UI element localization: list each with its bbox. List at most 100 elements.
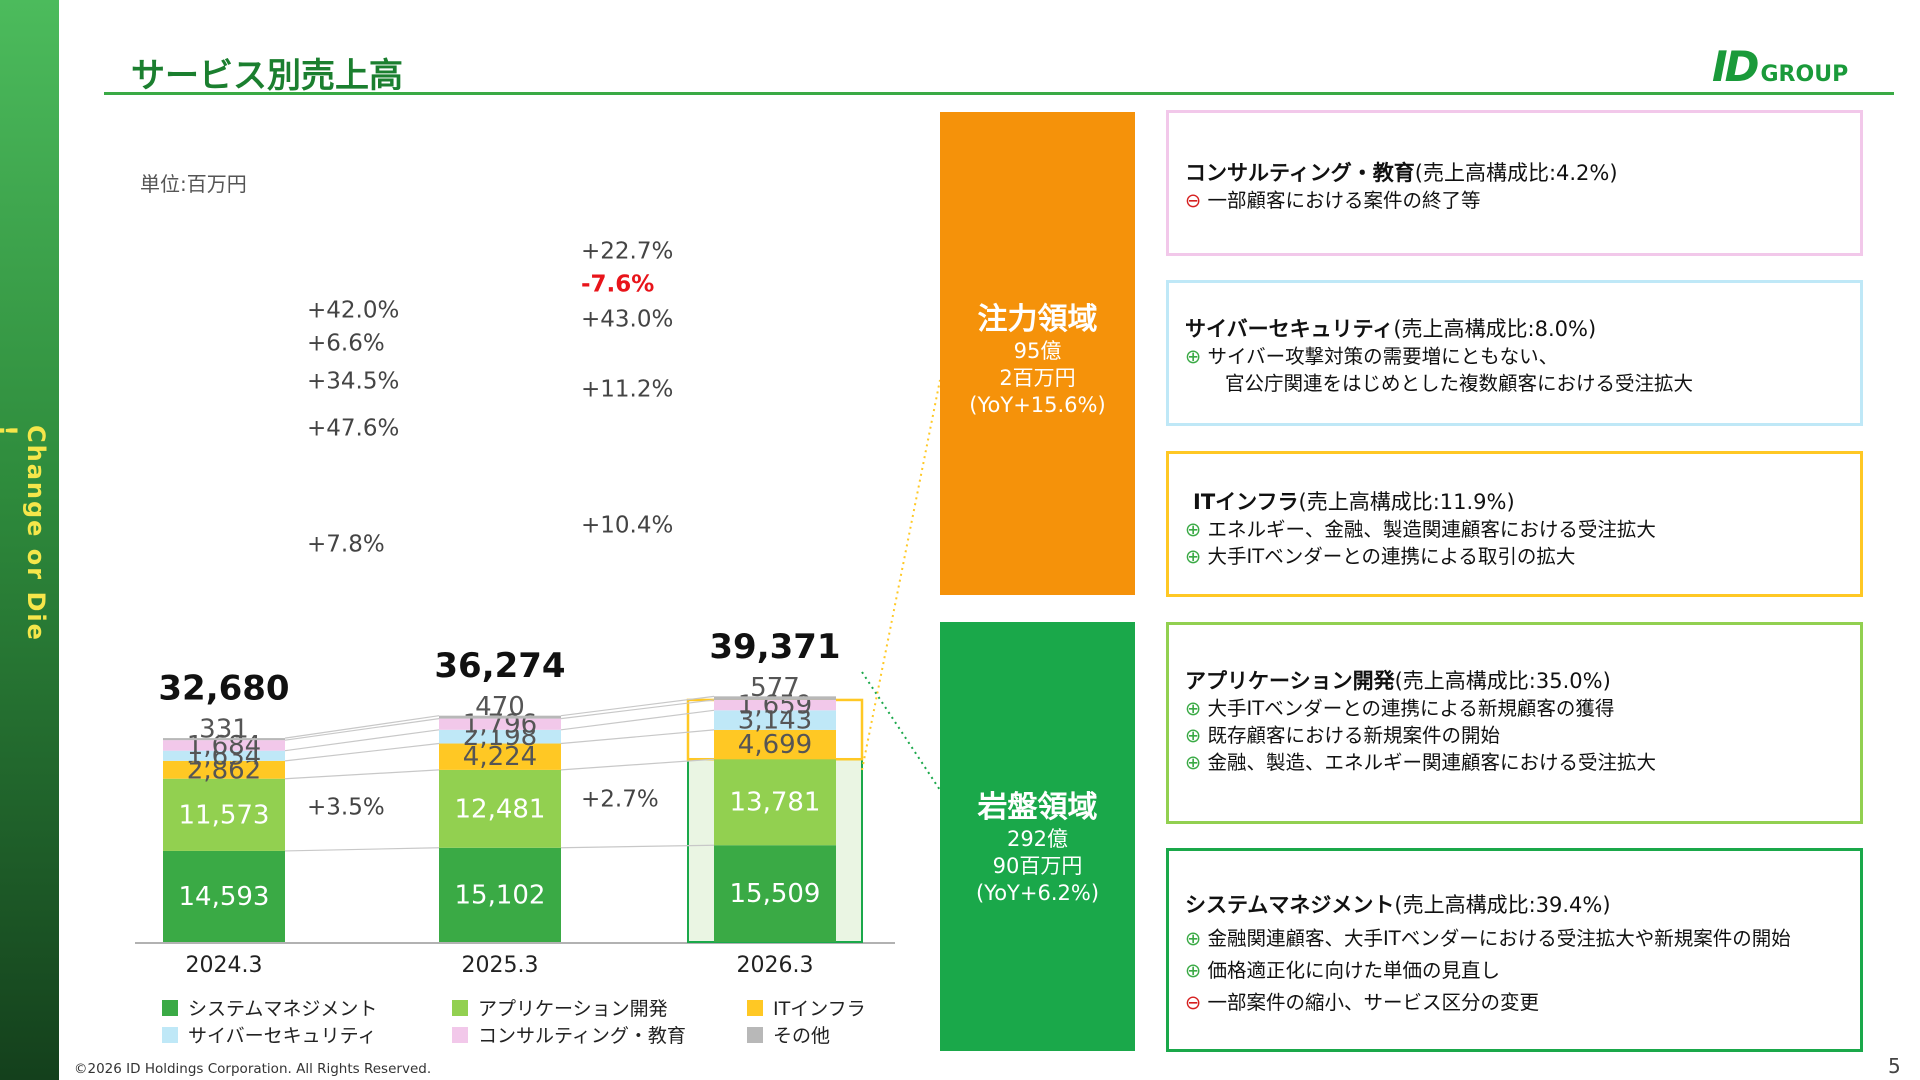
bar-total-label: 39,371: [709, 627, 840, 667]
detail-consulting: コンサルティング・教育(売上高構成比:4.2%) ⊖ 一部顧客における案件の終了…: [1166, 110, 1863, 256]
legend-item: サイバーセキュリティ: [162, 1021, 376, 1048]
bar-value-label: 12,481: [455, 794, 546, 824]
focus-area-amount-2: 2百万円: [999, 366, 1076, 390]
legend-item: コンサルティング・教育: [452, 1021, 686, 1048]
logo-mark: ID: [1712, 42, 1759, 91]
segment-name: システムマネジメント: [1185, 893, 1395, 917]
bar-segment: [714, 699, 836, 711]
bedrock-leader-line: [861, 671, 941, 791]
connector-line: [560, 844, 715, 849]
segment-share: (売上高構成比:11.9%): [1298, 490, 1515, 514]
detail-heading: コンサルティング・教育(売上高構成比:4.2%): [1185, 157, 1860, 187]
yoy-growth-label: +43.0%: [581, 307, 673, 333]
bar-value-label: 577: [750, 673, 800, 703]
slogan: Change or Die !: [0, 425, 50, 642]
bar-segment: [714, 729, 836, 760]
bar-value-label: 14,593: [179, 882, 270, 912]
legend-swatch: [162, 999, 178, 1016]
segment-name: コンサルティング・教育: [1185, 161, 1415, 185]
bar-segment: [439, 847, 561, 942]
plus-icon: ⊕: [1185, 545, 1202, 568]
connector-line: [284, 742, 440, 762]
legend-label: アプリケーション開発: [478, 998, 668, 1020]
bar-segment: [714, 845, 836, 942]
yoy-growth-label: +2.7%: [581, 787, 659, 813]
legend-item: アプリケーション開発: [452, 994, 668, 1021]
focus-area-amount-1: 95億: [1013, 339, 1062, 363]
bar-value-label: 1,684: [187, 731, 261, 761]
bar-value-label: 15,509: [730, 879, 821, 909]
detail-bullet: ⊖ 一部案件の縮小、サービス区分の変更: [1185, 987, 1860, 1019]
legend-item: その他: [747, 1021, 830, 1048]
bullet-text: 大手ITベンダーとの連携による取引の拡大: [1207, 545, 1576, 568]
connector-line: [284, 729, 440, 752]
detail-bullet: ⊕ サイバー攻撃対策の需要増にともない、: [1185, 343, 1860, 370]
connector-line: [284, 769, 440, 780]
x-tick-label: 2026.3: [737, 953, 814, 978]
detail-bullet: ⊕ エネルギー、金融、製造関連顧客における受注拡大: [1185, 516, 1860, 543]
legend-swatch: [747, 1026, 763, 1043]
chart-legend: システムマネジメント アプリケーション開発 ITインフラサイバーセキュリティ コンサル…: [162, 994, 882, 1054]
yoy-growth-label: +34.5%: [307, 369, 399, 395]
plus-icon: ⊕: [1185, 927, 1202, 950]
minus-icon: ⊖: [1185, 189, 1202, 212]
connector-line: [284, 847, 440, 852]
sidebar: Change or Die !: [0, 0, 59, 1080]
bullet-text: 一部案件の縮小、サービス区分の変更: [1207, 991, 1540, 1014]
detail-bullet: ⊕ 価格適正化に向けた単価の見直し: [1185, 955, 1860, 987]
x-tick-label: 2025.3: [462, 953, 539, 978]
plus-icon: ⊕: [1185, 751, 1202, 774]
segment-name: サイバーセキュリティ: [1185, 317, 1394, 341]
bar-total-label: 32,680: [158, 669, 289, 709]
legend-label: ITインフラ: [773, 998, 866, 1020]
plus-icon: ⊕: [1185, 959, 1202, 982]
bar-segment: [163, 740, 285, 751]
connector-line: [560, 758, 715, 771]
bar-value-label: 3,143: [738, 706, 812, 736]
detail-bullet: ⊕ 大手ITベンダーとの連携による取引の拡大: [1185, 543, 1860, 570]
bedrock-area-title: 岩盤領域: [977, 790, 1098, 825]
legend-item: システムマネジメント: [162, 994, 377, 1021]
detail-bullet: 官公庁関連をはじめとした複数顧客における受注拡大: [1185, 370, 1860, 397]
bar-segment: [439, 729, 561, 744]
detail-bullet: ⊕ 金融、製造、エネルギー関連顧客における受注拡大: [1185, 749, 1860, 776]
detail-bullet: ⊕ 既存顧客における新規案件の開始: [1185, 722, 1860, 749]
page-number: 5: [1888, 1054, 1901, 1078]
legend-swatch: [452, 999, 468, 1016]
bedrock-area-amount-2: 90百万円: [992, 854, 1083, 878]
detail-cybersecurity: サイバーセキュリティ(売上高構成比:8.0%) ⊕ サイバー攻撃対策の需要増にと…: [1166, 280, 1863, 426]
detail-it-infra: ITインフラ(売上高構成比:11.9%) ⊕ エネルギー、金融、製造関連顧客にお…: [1166, 451, 1863, 597]
connector-line: [560, 695, 715, 717]
bar-segment: [439, 743, 561, 770]
bar-segment: [163, 738, 285, 741]
focus-area-title: 注力領域: [977, 302, 1098, 337]
company-logo: ID GROUP: [1712, 42, 1892, 91]
bar-segment: [163, 778, 285, 851]
legend-swatch: [452, 1026, 468, 1043]
bar-value-label: 470: [475, 692, 525, 722]
segment-name: アプリケーション開発: [1185, 669, 1395, 693]
legend-label: コンサルティング・教育: [478, 1025, 686, 1047]
detail-bullet: ⊕ 大手ITベンダーとの連携による新規顧客の獲得: [1185, 695, 1860, 722]
legend-swatch: [747, 999, 763, 1016]
legend-label: システムマネジメント: [188, 998, 378, 1020]
yoy-growth-label: +10.4%: [581, 513, 673, 539]
bar-segment: [714, 696, 836, 700]
bar-value-label: 331: [199, 715, 249, 745]
unit-label: 単位:百万円: [140, 172, 247, 196]
focus-leader-line: [861, 379, 941, 771]
plus-icon: ⊕: [1185, 697, 1202, 720]
segment-share: (売上高構成比:35.0%): [1394, 669, 1611, 693]
minus-icon: ⊖: [1185, 991, 1202, 1014]
detail-system-mgmt: システムマネジメント(売上高構成比:39.4%) ⊕ 金融関連顧客、大手ITベン…: [1166, 848, 1863, 1052]
detail-heading: サイバーセキュリティ(売上高構成比:8.0%): [1185, 313, 1860, 343]
yoy-growth-label: +47.6%: [307, 416, 399, 442]
bar-segment: [439, 715, 561, 719]
bar-value-label: 1,796: [463, 710, 537, 740]
plus-icon: ⊕: [1185, 518, 1202, 541]
logo-text: GROUP: [1760, 62, 1849, 87]
copyright: ©2026 ID Holdings Corporation. All Right…: [74, 1061, 432, 1077]
detail-bullet: ⊕ 金融関連顧客、大手ITベンダーにおける受注拡大や新規案件の開始: [1185, 923, 1860, 955]
plus-icon: ⊕: [1185, 724, 1202, 747]
